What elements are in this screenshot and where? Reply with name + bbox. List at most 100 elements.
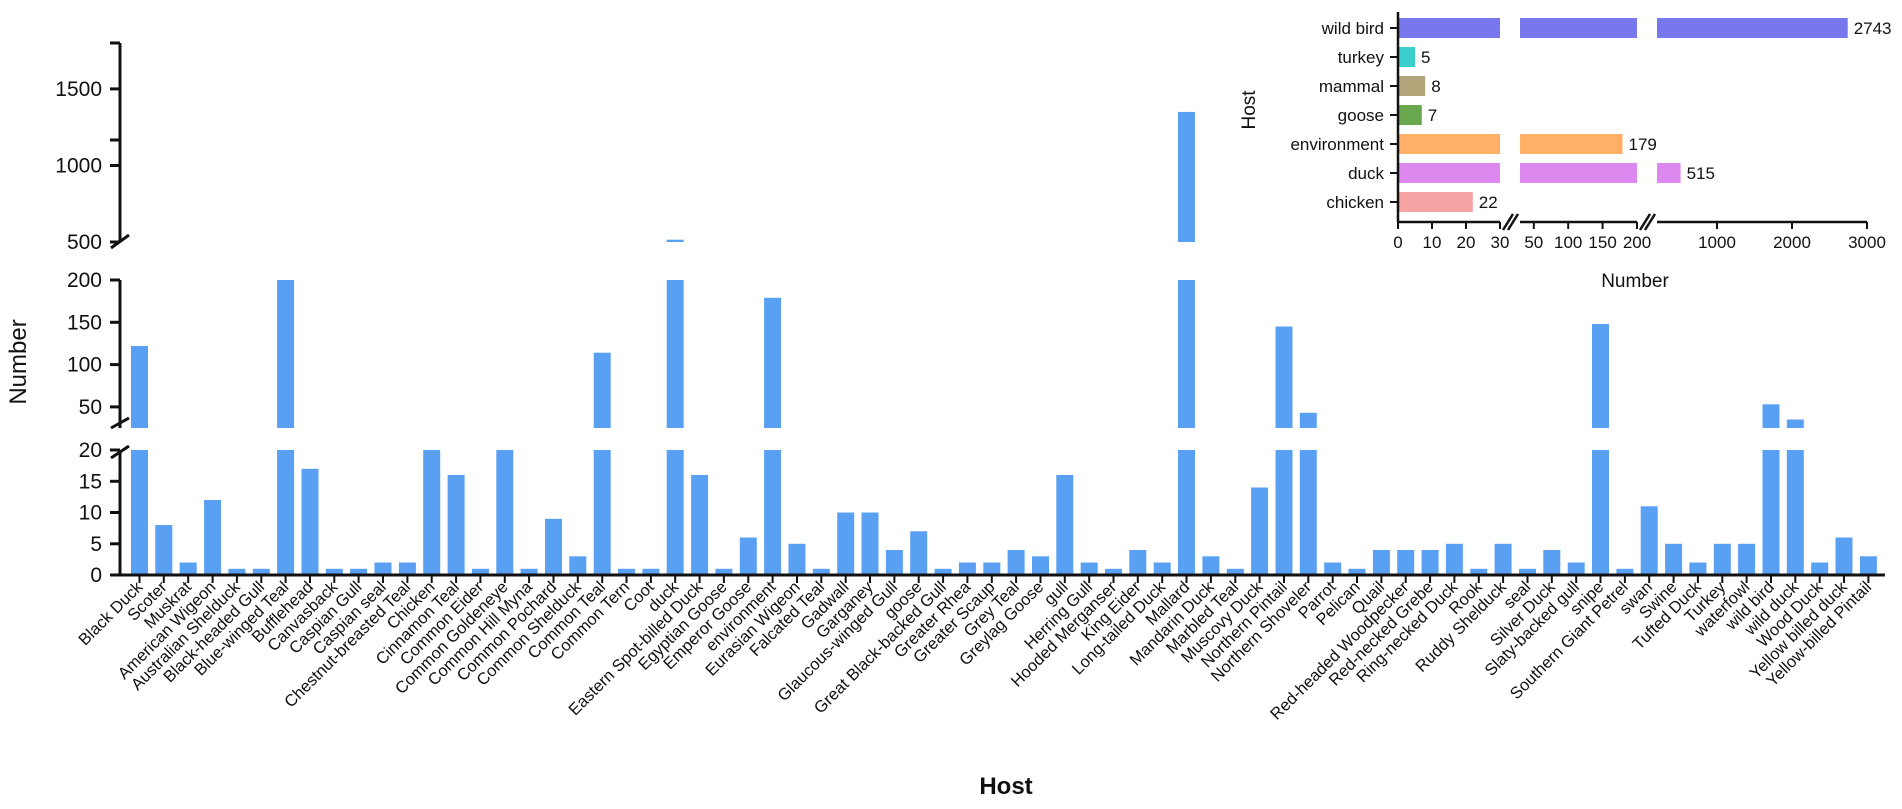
bar-58-seg1 [1519, 568, 1536, 576]
bar-28-seg1 [788, 543, 806, 576]
y-tick-label: 20 [79, 439, 102, 462]
inset-data-label: 515 [1687, 164, 1715, 183]
bar-49-seg1 [1299, 450, 1317, 575]
inset-x-tick-label: 50 [1524, 233, 1543, 252]
bar-1-seg2 [131, 346, 148, 428]
y-tick-label: 10 [79, 502, 102, 525]
inset-bar-duck-seg1 [1398, 163, 1500, 183]
bar-56-seg1 [1470, 568, 1488, 576]
inset-data-label: 2743 [1854, 19, 1892, 38]
inset-bar-environment-seg1 [1398, 134, 1500, 154]
bar-15-seg1 [471, 568, 489, 576]
inset-bar-chart: 2743 58 7 179 515 22 wild bird turkey mammal goo… [1239, 12, 1892, 292]
bar-39-seg1 [1056, 475, 1074, 575]
y-axis-title: Number [5, 319, 32, 404]
y-tick-label: 500 [67, 231, 102, 254]
inset-x-axis-title: Number [1601, 271, 1669, 292]
bar-19-seg1 [569, 556, 587, 576]
bar-53-seg1 [1397, 550, 1415, 575]
inset-x-tick-label: 3000 [1848, 233, 1886, 252]
bar-69-seg1 [1786, 450, 1804, 575]
y-tick-label: 50 [79, 396, 102, 419]
bar-2-seg1 [155, 525, 173, 575]
bar-1-seg1 [131, 450, 148, 575]
inset-x-tick-label: 10 [1423, 233, 1442, 252]
y-tick-label: 5 [90, 533, 102, 556]
bar-13-seg1 [423, 450, 441, 575]
bar-48-seg1 [1275, 450, 1293, 575]
inset-bar-chicken-seg1 [1398, 192, 1473, 212]
bar-33-seg1 [910, 531, 928, 576]
bar-27-seg2 [764, 297, 782, 428]
bar-42-seg1 [1129, 550, 1147, 575]
bar-44-seg1 [1178, 450, 1195, 575]
y-tick-label: 0 [90, 564, 102, 587]
bar-23-seg3 [666, 239, 684, 242]
bar-43-seg1 [1153, 562, 1171, 575]
inset-bar-goose-seg1 [1398, 105, 1422, 125]
bar-44-seg2 [1178, 280, 1195, 428]
bar-29-seg1 [812, 568, 830, 576]
bar-12-seg1 [398, 562, 416, 575]
axis-break-mark-3 [110, 444, 130, 460]
inset-bar-environment-seg2 [1520, 134, 1623, 154]
inset-axis-break-2 [1638, 213, 1652, 231]
bar-7-seg1 [277, 450, 295, 575]
bar-11-seg1 [374, 562, 392, 575]
inset-category-label: wild bird [1321, 19, 1384, 38]
inset-category-label: chicken [1326, 193, 1384, 212]
bar-66-seg1 [1713, 543, 1731, 576]
bar-20-seg1 [593, 450, 611, 575]
bar-16-seg1 [496, 450, 514, 575]
inset-bar-duck-seg2 [1520, 163, 1637, 183]
bar-27-seg1 [764, 450, 782, 575]
bar-21-seg1 [618, 568, 635, 576]
bar-4-seg1 [204, 500, 222, 575]
bar-26-seg1 [739, 537, 757, 575]
inset-y-axis-title: Host [1239, 90, 1260, 130]
bar-44-seg3 [1178, 111, 1195, 243]
bar-69-seg2 [1786, 419, 1804, 428]
bar-59-seg1 [1543, 550, 1561, 575]
bar-63-seg1 [1640, 506, 1658, 576]
bar-48-seg2 [1275, 326, 1293, 428]
y-tick-label: 1500 [55, 78, 102, 101]
bar-50-seg1 [1324, 562, 1342, 575]
inset-x-tick-label: 2000 [1773, 233, 1811, 252]
bar-23-seg1 [666, 450, 684, 575]
inset-data-label: 22 [1479, 193, 1498, 212]
inset-category-label: goose [1338, 106, 1384, 125]
inset-x-tick-label: 1000 [1698, 233, 1736, 252]
bar-17-seg1 [520, 568, 538, 576]
inset-x-tick-label: 30 [1491, 233, 1510, 252]
inset-category-label: mammal [1319, 77, 1384, 96]
bar-49-seg2 [1299, 412, 1317, 428]
inset-data-label: 7 [1428, 106, 1437, 125]
bar-57-seg1 [1494, 543, 1512, 576]
bar-68-seg1 [1762, 450, 1780, 575]
inset-bar-mammal-seg1 [1398, 76, 1426, 96]
axis-break-mark-2 [110, 416, 130, 430]
bar-23-seg2 [666, 280, 684, 428]
bar-31-seg1 [861, 512, 879, 575]
bar-35-seg1 [958, 562, 976, 575]
bar-9-seg1 [325, 568, 343, 576]
bar-18-seg1 [545, 518, 562, 576]
inset-category-label: duck [1348, 164, 1384, 183]
bar-62-seg1 [1616, 568, 1634, 576]
inset-x-tick-label: 200 [1623, 233, 1651, 252]
inset-category-label: environment [1290, 135, 1384, 154]
inset-axis-break-1 [1501, 213, 1515, 231]
bar-34-seg1 [934, 568, 952, 576]
inset-data-label: 5 [1421, 48, 1430, 67]
bar-32-seg1 [885, 550, 903, 575]
inset-data-label: 179 [1629, 135, 1657, 154]
inset-x-tick-label: 100 [1554, 233, 1582, 252]
bar-72-seg1 [1859, 556, 1877, 576]
y-tick-label: 1000 [55, 155, 102, 178]
y-tick-label: 150 [67, 311, 102, 334]
bar-61-seg1 [1592, 450, 1609, 575]
inset-bar-turkey-seg1 [1398, 47, 1415, 67]
